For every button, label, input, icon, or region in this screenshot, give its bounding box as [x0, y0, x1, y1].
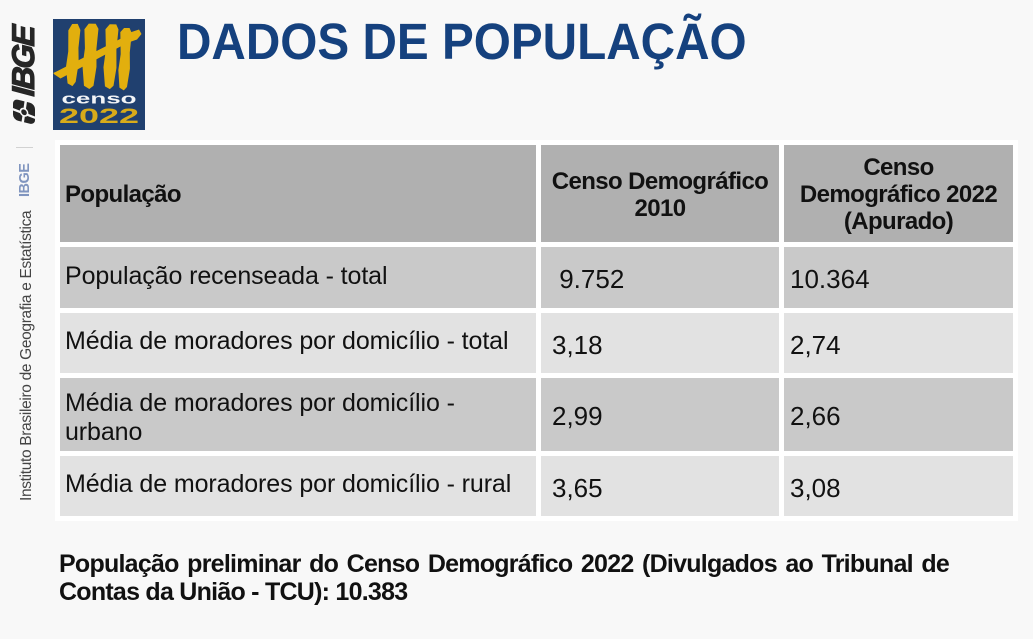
- svg-text:2022: 2022: [59, 105, 139, 128]
- svg-text:censo: censo: [62, 91, 137, 108]
